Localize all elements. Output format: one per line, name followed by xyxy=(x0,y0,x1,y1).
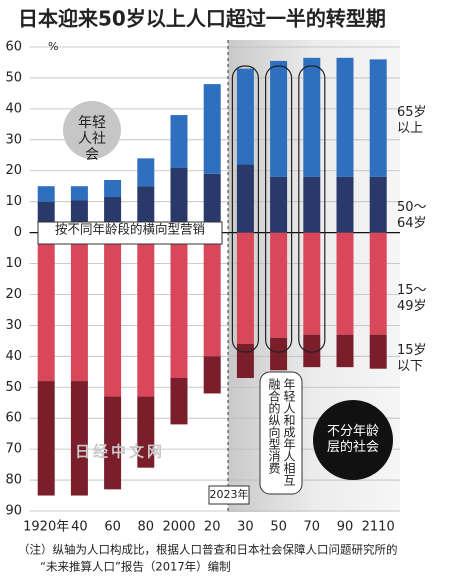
y-tick-label: 20 xyxy=(5,287,22,302)
marketing-box xyxy=(37,221,223,245)
bar xyxy=(336,57,354,177)
bar xyxy=(236,68,254,165)
consumption-box xyxy=(259,371,303,495)
bar xyxy=(37,186,55,202)
marketing-label: 按不同年龄段的横向型营销 xyxy=(55,222,205,237)
x-tick-label: 30 xyxy=(237,520,254,535)
y-tick-label: 80 xyxy=(5,473,22,488)
bar xyxy=(137,186,155,233)
bar xyxy=(137,158,155,187)
x-tick-label: 80 xyxy=(138,520,155,535)
bar xyxy=(270,232,288,338)
bar-outline xyxy=(298,65,326,353)
x-tick-label: 40 xyxy=(71,520,88,535)
bar xyxy=(37,381,55,496)
y-tick-label: 90 xyxy=(5,504,22,519)
legend-label: 15岁 以下 xyxy=(397,343,427,374)
bar xyxy=(336,232,354,335)
y-tick-label: 30 xyxy=(5,132,22,147)
legend-label: 65岁 以上 xyxy=(397,105,427,136)
bar xyxy=(170,232,188,378)
bar xyxy=(104,180,122,198)
y-tick-label: 10 xyxy=(5,256,22,271)
x-tick-label: 2110 xyxy=(362,520,395,535)
bar xyxy=(203,356,221,394)
bar xyxy=(270,337,288,371)
bar xyxy=(70,186,88,201)
bar-outline xyxy=(231,65,259,353)
y-tick-label: 70 xyxy=(5,442,22,457)
bar xyxy=(170,167,188,233)
bar xyxy=(236,164,254,233)
bar xyxy=(303,334,321,368)
bar xyxy=(203,232,221,357)
bar xyxy=(70,232,88,382)
ageless-circle xyxy=(313,400,393,480)
note-line: “未来推算人口”报告（2017年）编制 xyxy=(40,560,231,574)
y-tick-label: 50 xyxy=(5,380,22,395)
y-tick-label: 30 xyxy=(5,318,22,333)
x-tick-label: 2000 xyxy=(162,520,195,535)
bar xyxy=(170,115,188,168)
bar xyxy=(137,232,155,397)
y-tick-label: 60 xyxy=(5,40,22,55)
x-tick-label: 50 xyxy=(270,520,287,535)
y-tick-label: 10 xyxy=(5,194,22,209)
y-tick-label: 50 xyxy=(5,70,22,85)
bar-outline xyxy=(265,65,293,353)
x-tick-label: 90 xyxy=(337,520,354,535)
bar xyxy=(236,343,254,378)
year-marker-label: 2023年 xyxy=(210,487,249,501)
bar xyxy=(104,396,122,490)
bar xyxy=(270,60,288,177)
young-label: 年轻人社会 xyxy=(78,115,106,163)
legend-label: 15～ 49岁 xyxy=(397,283,427,314)
bar xyxy=(303,57,321,177)
bar xyxy=(170,377,188,425)
bar xyxy=(104,232,122,397)
year-marker-box xyxy=(208,485,250,505)
bar xyxy=(369,59,387,177)
x-tick-label: 60 xyxy=(104,520,121,535)
bar xyxy=(236,232,254,344)
bar xyxy=(369,334,387,369)
bar xyxy=(203,84,221,174)
bar xyxy=(303,176,321,233)
y-tick-label: 60 xyxy=(5,411,22,426)
y-unit: % xyxy=(48,40,58,53)
chart-title: 日本迎来50岁以上人口超过一半的转型期 xyxy=(18,7,386,31)
legend-label: 50～ 64岁 xyxy=(397,200,427,231)
watermark: 日经中文网 xyxy=(75,443,165,461)
bar xyxy=(336,176,354,233)
x-tick-label: 20 xyxy=(204,520,221,535)
bar xyxy=(270,176,288,233)
note-line: （注）纵轴为人口构成比，根据人口普查和日本社会保障人口问题研究所的 xyxy=(18,543,398,557)
ageless-label: 不分年龄层的社会 xyxy=(326,424,379,455)
y-tick-label: 20 xyxy=(5,163,22,178)
consumption-label: 年轻人和成年人相互融合的纵向型消费 xyxy=(267,378,296,486)
bar xyxy=(336,334,354,368)
bar xyxy=(37,232,55,382)
bar xyxy=(303,232,321,335)
bar xyxy=(70,381,88,496)
young-circle xyxy=(63,101,121,159)
bar xyxy=(369,176,387,233)
bar xyxy=(203,173,221,233)
y-tick-label: 40 xyxy=(5,101,22,116)
x-tick-label: 70 xyxy=(304,520,321,535)
y-tick-label: 0 xyxy=(14,225,22,240)
x-tick-label: 1920年 xyxy=(23,520,69,535)
y-tick-label: 40 xyxy=(5,349,22,364)
bar xyxy=(369,232,387,335)
bar xyxy=(137,396,155,468)
